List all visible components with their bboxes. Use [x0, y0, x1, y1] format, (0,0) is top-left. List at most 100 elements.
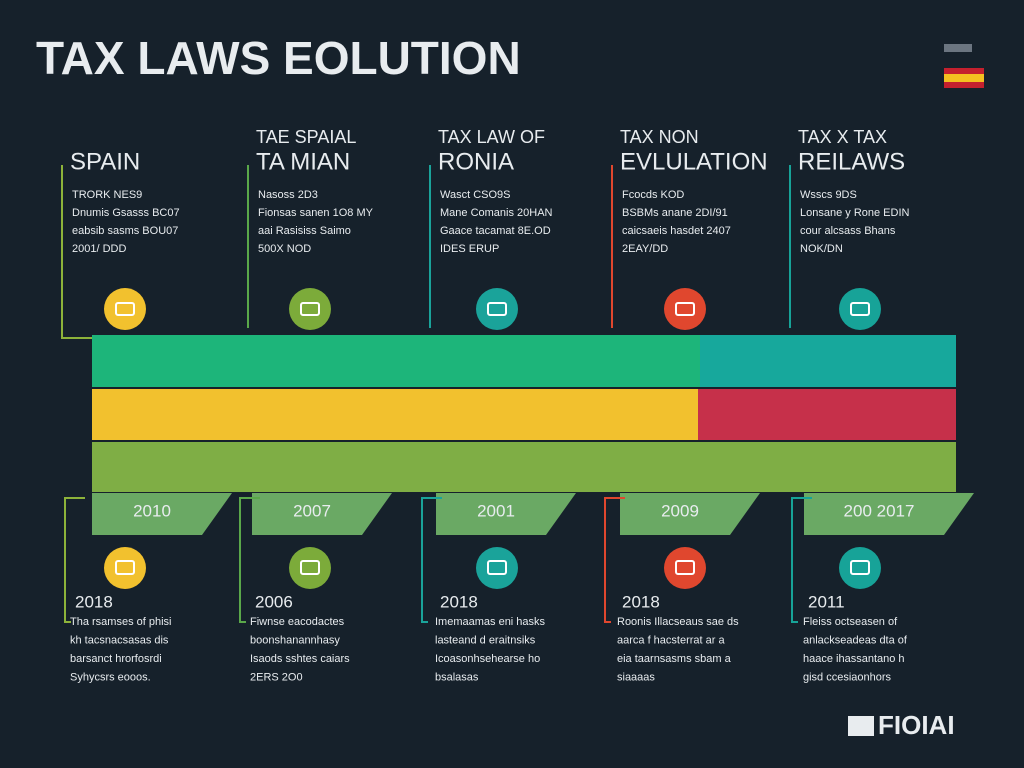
year-banner — [436, 493, 576, 535]
flag-stripe — [944, 74, 984, 82]
band — [700, 335, 956, 387]
connector — [604, 497, 625, 623]
column-heading: SPAIN — [70, 148, 140, 175]
column-text: Dnumis Gsasss BC07 — [72, 207, 180, 219]
column-year: 2018 — [440, 592, 478, 611]
column-text: Fleiss octseasen of — [803, 616, 898, 628]
connector — [421, 497, 442, 623]
icon — [839, 288, 881, 330]
column-text: TRORK NES9 — [72, 189, 142, 201]
column-text: Icoasonhsehearse ho — [435, 653, 540, 665]
column-heading: REILAWS — [798, 148, 905, 175]
column-text: Mane Comanis 20HAN — [440, 207, 553, 219]
column-year: 2018 — [75, 592, 113, 611]
band — [92, 442, 956, 492]
year-banner — [252, 493, 392, 535]
band — [92, 389, 698, 440]
column-heading: TAX LAW OF — [438, 127, 545, 147]
column-text: eia taarnsasms sbam a — [617, 653, 732, 665]
column-heading: RONIA — [438, 148, 514, 175]
column-text: Lonsane y Rone EDIN — [800, 207, 910, 219]
icon-glyph — [300, 560, 320, 575]
column-text: Nasoss 2D3 — [258, 189, 318, 201]
year-label: 2010 — [133, 501, 171, 520]
flag-stripe — [944, 82, 984, 88]
icon-glyph — [300, 302, 320, 316]
icon — [476, 547, 518, 589]
flag-stripe — [944, 68, 984, 74]
band — [698, 389, 956, 440]
column-text: 2ERS 2O0 — [250, 671, 303, 683]
icon-glyph — [675, 560, 695, 575]
footer-badge-box — [848, 716, 874, 736]
column-text: kh tacsnacsasas dis — [70, 634, 169, 646]
column-text: haace ihassantano h — [803, 653, 905, 665]
year-label: 2007 — [293, 501, 331, 520]
column-text: Wsscs 9DS — [800, 189, 857, 201]
icon-glyph — [115, 302, 135, 316]
column-text: gisd ccesiaonhors — [803, 671, 892, 683]
column-heading: EVLULATION — [620, 148, 768, 175]
column-text: eabsib sasms BOU07 — [72, 225, 178, 237]
year-label: 2001 — [477, 501, 515, 520]
column-text: caicsaeis hasdet 2407 — [622, 225, 731, 237]
column-heading: TAE SPAIAL — [256, 127, 356, 147]
connector — [791, 497, 812, 623]
column-text: Fionsas sanen 1O8 MY — [258, 207, 374, 219]
column-year: 2018 — [622, 592, 660, 611]
year-banner — [804, 493, 974, 535]
band — [92, 335, 700, 387]
icon — [104, 547, 146, 589]
column-text: 2EAY/DD — [622, 243, 668, 255]
footer-badge: 3B — [852, 718, 870, 734]
year-label: 2009 — [661, 501, 699, 520]
flag — [944, 44, 984, 88]
column-text: Isaods sshtes caiars — [250, 653, 350, 665]
title: TAX LAWS EOLUTION — [36, 32, 521, 84]
column-text: BSBMs anane 2DI/91 — [622, 207, 728, 219]
column-year: 2011 — [808, 592, 845, 611]
column-heading: TAX NON — [620, 127, 699, 147]
column-text: Fcocds KOD — [622, 189, 684, 201]
column-year: 2006 — [255, 592, 293, 611]
column-text: Syhycsrs eooos. — [70, 671, 151, 683]
year-label: 200 2017 — [844, 501, 915, 520]
column-text: anlackseadeas dta of — [803, 634, 908, 646]
connector — [61, 165, 92, 339]
column-text: aarca f hacsterrat ar a — [617, 634, 725, 646]
icon — [664, 288, 706, 330]
year-banner — [620, 493, 760, 535]
column-text: Wasct CSO9S — [440, 189, 511, 201]
icon — [289, 288, 331, 330]
column-text: boonshanannhasy — [250, 634, 340, 646]
icon-glyph — [850, 560, 870, 575]
column-text: 500X NOD — [258, 243, 311, 255]
column-text: aai Rasisiss Saimo — [258, 225, 351, 237]
flag-label — [944, 44, 972, 52]
column-heading: TAX X TAX — [798, 127, 887, 147]
icon — [289, 547, 331, 589]
column-text: NOK/DN — [800, 243, 843, 255]
year-banner — [92, 493, 232, 535]
icon — [664, 547, 706, 589]
column-text: lasteand d eraitnsiks — [435, 634, 536, 646]
column-text: Imemaamas eni hasks — [435, 616, 546, 628]
column-text: bsalasas — [435, 671, 479, 683]
connector — [64, 497, 85, 623]
column-text: Gaace tacamat 8E.OD — [440, 225, 551, 237]
column-text: barsanct hrorfosrdi — [70, 653, 162, 665]
icon-glyph — [850, 302, 870, 316]
icon — [104, 288, 146, 330]
column-text: cour alcsass Bhans — [800, 225, 896, 237]
icon-glyph — [487, 560, 507, 575]
column-text: 2001/ DDD — [72, 243, 126, 255]
column-text: IDES ERUP — [440, 243, 499, 255]
column-text: Roonis Illacseaus sae ds — [617, 616, 739, 628]
icon — [839, 547, 881, 589]
icon — [476, 288, 518, 330]
icon-glyph — [487, 302, 507, 316]
icon-glyph — [675, 302, 695, 316]
column-text: siaaaas — [617, 671, 655, 683]
